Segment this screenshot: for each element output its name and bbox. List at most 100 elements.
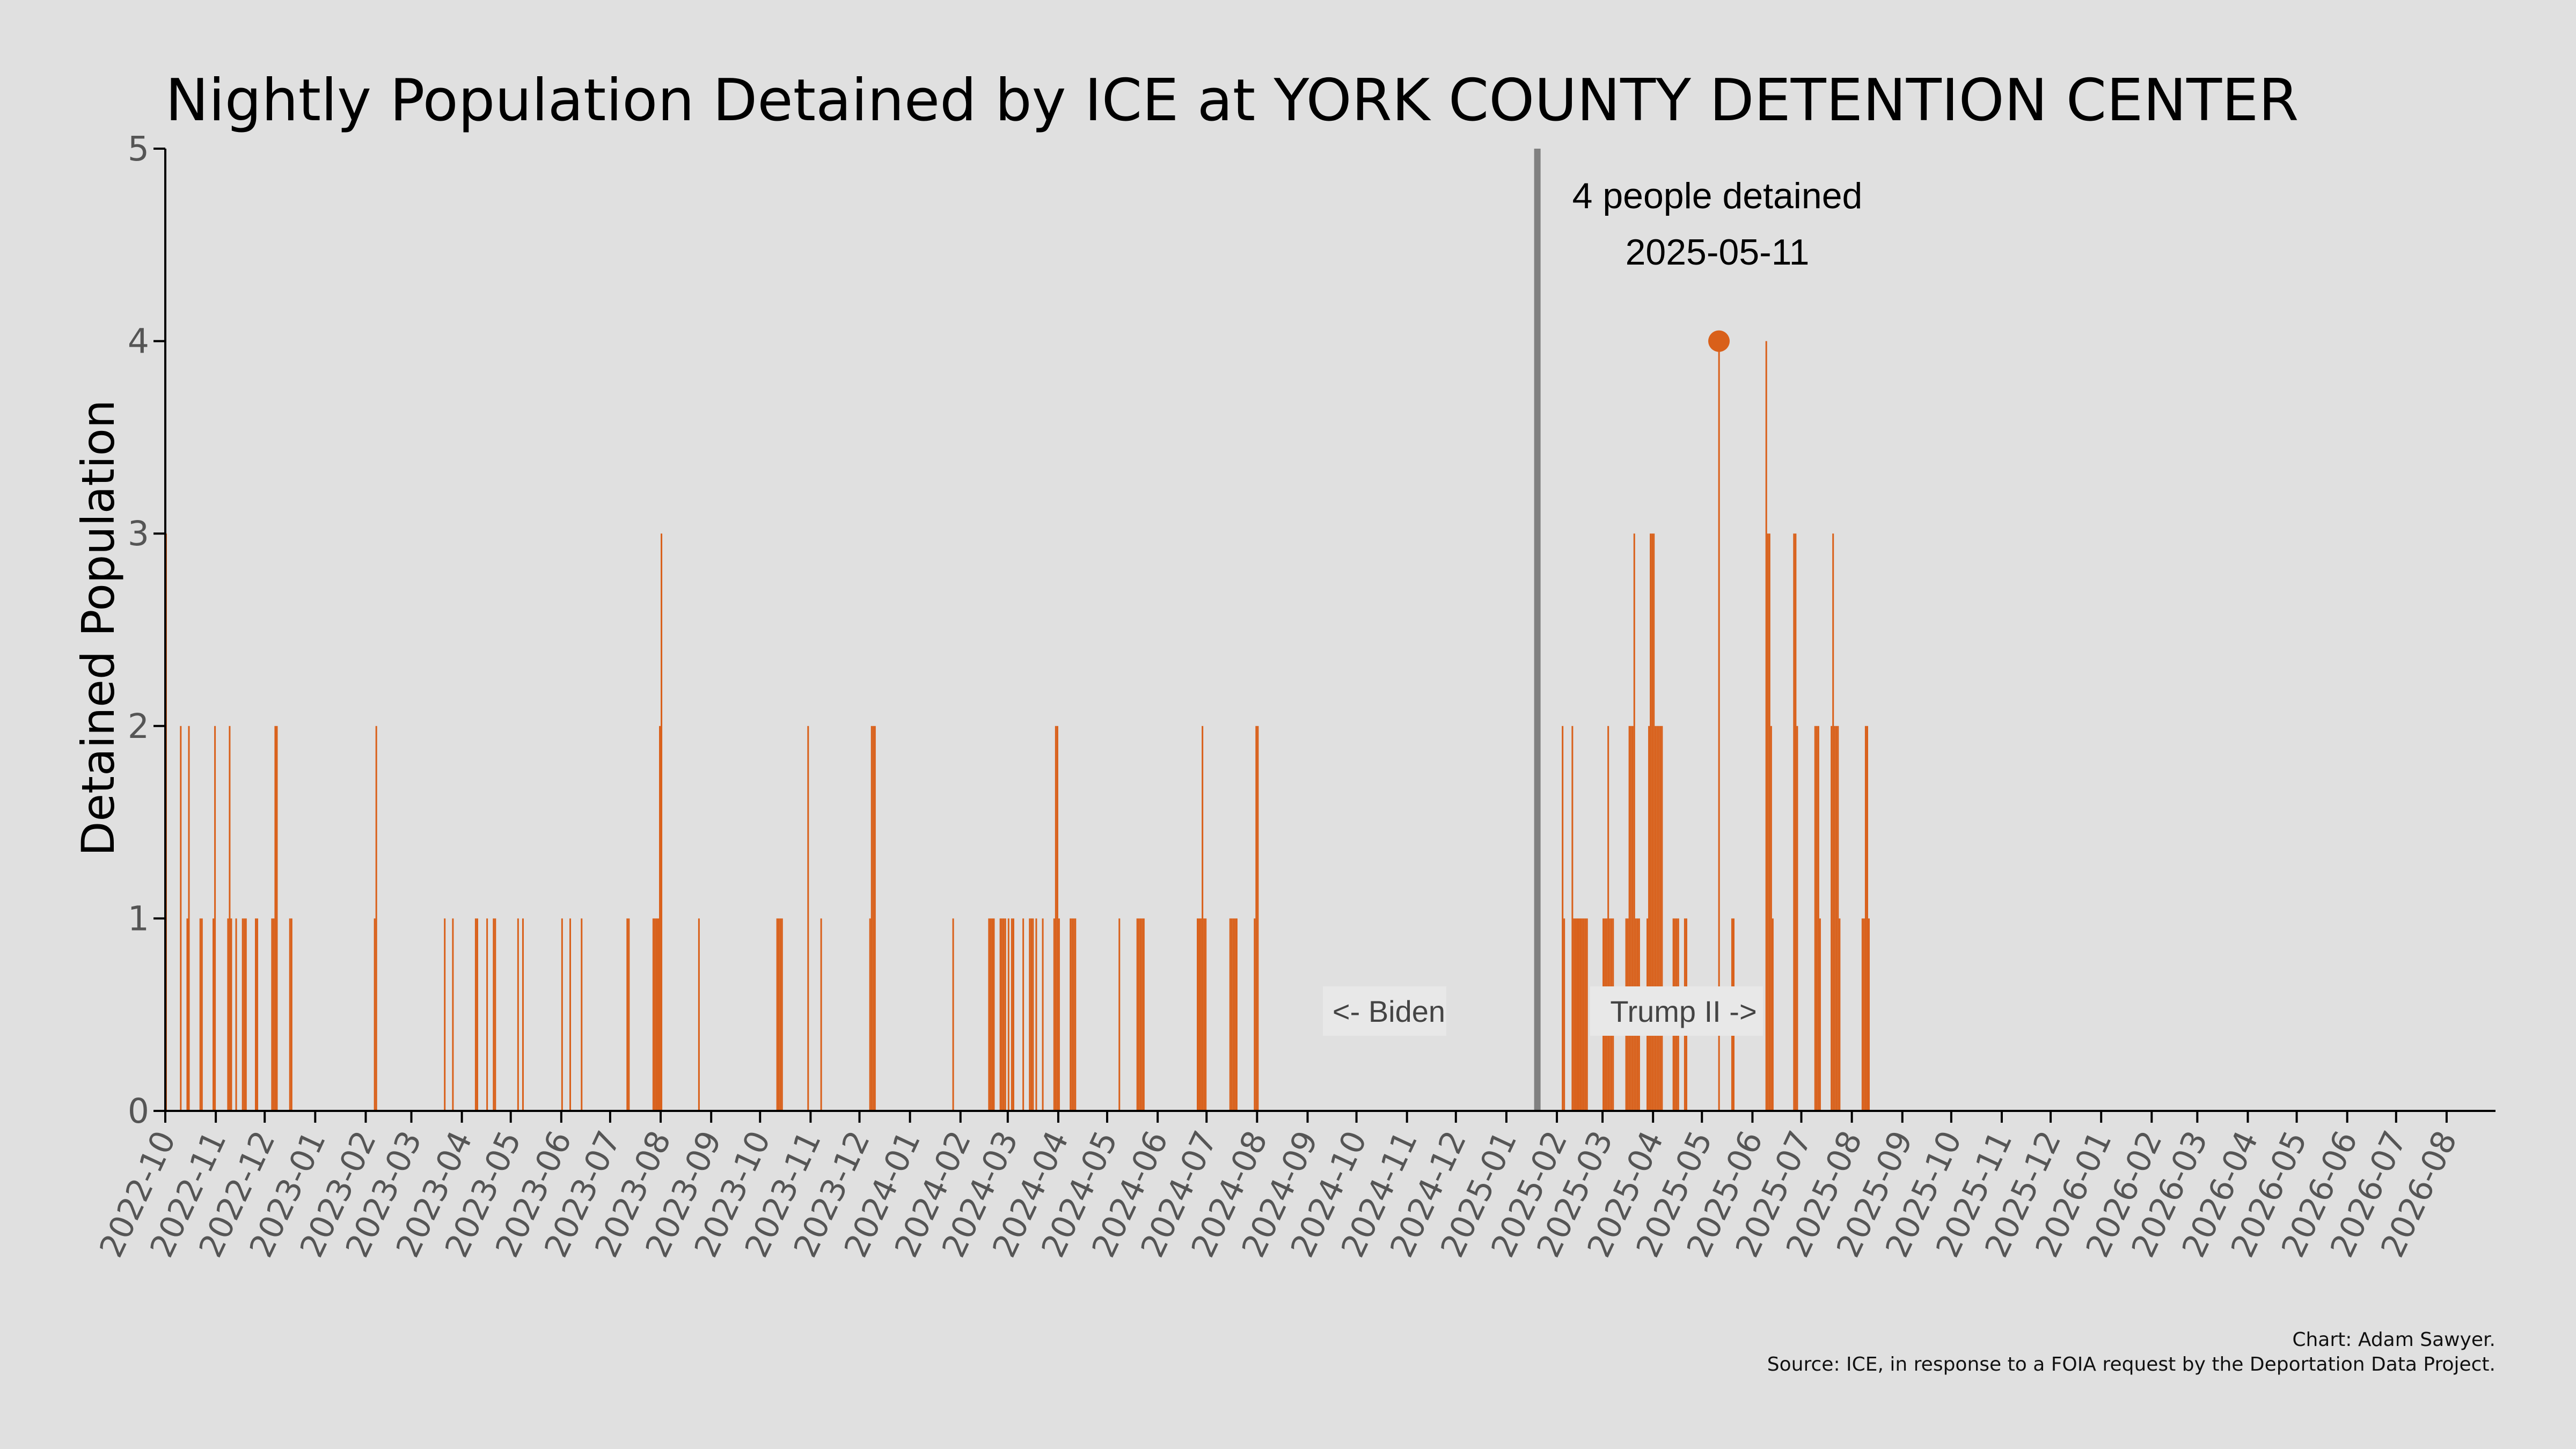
bar: [1767, 533, 1769, 1111]
bar: [807, 726, 809, 1111]
bar: [1254, 918, 1256, 1111]
peak-annotation-date: 2025-05-11: [1626, 232, 1810, 273]
bar: [186, 918, 188, 1111]
bar: [1819, 918, 1821, 1111]
bar: [1118, 918, 1121, 1111]
bar: [781, 918, 783, 1111]
y-axis: 0 1 2 3 4 5: [128, 129, 165, 1131]
bar: [1651, 533, 1653, 1111]
bar: [1631, 726, 1634, 1111]
bar: [289, 918, 291, 1111]
bar: [1765, 341, 1767, 1111]
bar: [778, 918, 780, 1111]
bar: [374, 918, 376, 1111]
bar: [1562, 726, 1564, 1111]
bar: [1257, 726, 1259, 1111]
peak-annotation-count: 4 people detained: [1572, 175, 1863, 216]
bar: [1628, 726, 1630, 1111]
bar: [1607, 726, 1609, 1111]
bar: [444, 918, 446, 1111]
trump-era-label: Trump II ->: [1610, 994, 1757, 1028]
bar: [493, 918, 495, 1111]
bar: [1138, 918, 1140, 1111]
bar: [257, 918, 259, 1111]
bar: [1866, 726, 1868, 1111]
biden-label-box: [1323, 986, 1446, 1036]
bar: [988, 918, 990, 1111]
bar: [1630, 726, 1632, 1111]
bar: [1661, 726, 1663, 1111]
chart-title: Nightly Population Detained by ICE at YO…: [165, 67, 2299, 134]
bar: [1795, 533, 1797, 1111]
bar: [1650, 533, 1652, 1111]
bar: [1071, 918, 1073, 1111]
bar: [655, 918, 657, 1111]
bar: [1814, 726, 1816, 1111]
bar: [1232, 918, 1234, 1111]
bar: [1070, 918, 1072, 1111]
bar: [1202, 726, 1204, 1111]
bar: [1571, 726, 1574, 1111]
bar: [227, 918, 229, 1111]
bar: [1578, 918, 1580, 1111]
bar: [561, 918, 563, 1111]
bar: [1770, 726, 1772, 1111]
bar: [188, 726, 190, 1111]
bar: [626, 918, 628, 1111]
bar: [1586, 918, 1588, 1111]
bar: [1136, 918, 1138, 1111]
y-axis-label: Detained Population: [72, 400, 125, 856]
bar: [1831, 726, 1833, 1111]
bar: [1022, 918, 1024, 1111]
bar: [1143, 918, 1145, 1111]
bar: [1835, 726, 1838, 1111]
bar: [1074, 918, 1077, 1111]
bar: [452, 918, 454, 1111]
bar: [213, 918, 215, 1111]
bar: [1817, 726, 1819, 1111]
x-axis: 2022-102022-112022-122023-012023-022023-…: [92, 1111, 2465, 1263]
bar: [1581, 918, 1583, 1111]
bar: [1205, 918, 1207, 1111]
bar: [375, 726, 377, 1111]
bar: [1053, 918, 1055, 1111]
bar: [870, 726, 873, 1111]
bar: [661, 533, 663, 1111]
bar: [1575, 918, 1577, 1111]
bar: [1633, 533, 1635, 1111]
bar: [1816, 726, 1818, 1111]
bar: [1042, 918, 1044, 1111]
bar: [654, 918, 656, 1111]
y-tick-label: 0: [128, 1092, 149, 1131]
bar: [1139, 918, 1141, 1111]
bar: [1012, 918, 1014, 1111]
bar: [698, 918, 700, 1111]
bar: [991, 918, 993, 1111]
bar: [1235, 918, 1238, 1111]
bar: [1200, 918, 1202, 1111]
bar: [1056, 726, 1058, 1111]
bar: [241, 918, 244, 1111]
bar: [659, 726, 661, 1111]
bar: [872, 726, 874, 1111]
bar: [486, 918, 488, 1111]
bar: [776, 918, 778, 1111]
bar: [993, 918, 995, 1111]
bar: [869, 918, 871, 1111]
bar: [1653, 533, 1655, 1111]
bar: [1255, 726, 1257, 1111]
bar: [271, 918, 273, 1111]
bar: [1579, 918, 1582, 1111]
bar: [1234, 918, 1236, 1111]
bar: [494, 918, 496, 1111]
bar: [952, 918, 954, 1111]
bar: [1584, 918, 1586, 1111]
bar: [628, 918, 630, 1111]
bar: [273, 918, 275, 1111]
bar: [1576, 918, 1578, 1111]
bar: [199, 918, 201, 1111]
bar: [1793, 533, 1795, 1111]
bar: [1229, 918, 1231, 1111]
bar: [990, 918, 992, 1111]
